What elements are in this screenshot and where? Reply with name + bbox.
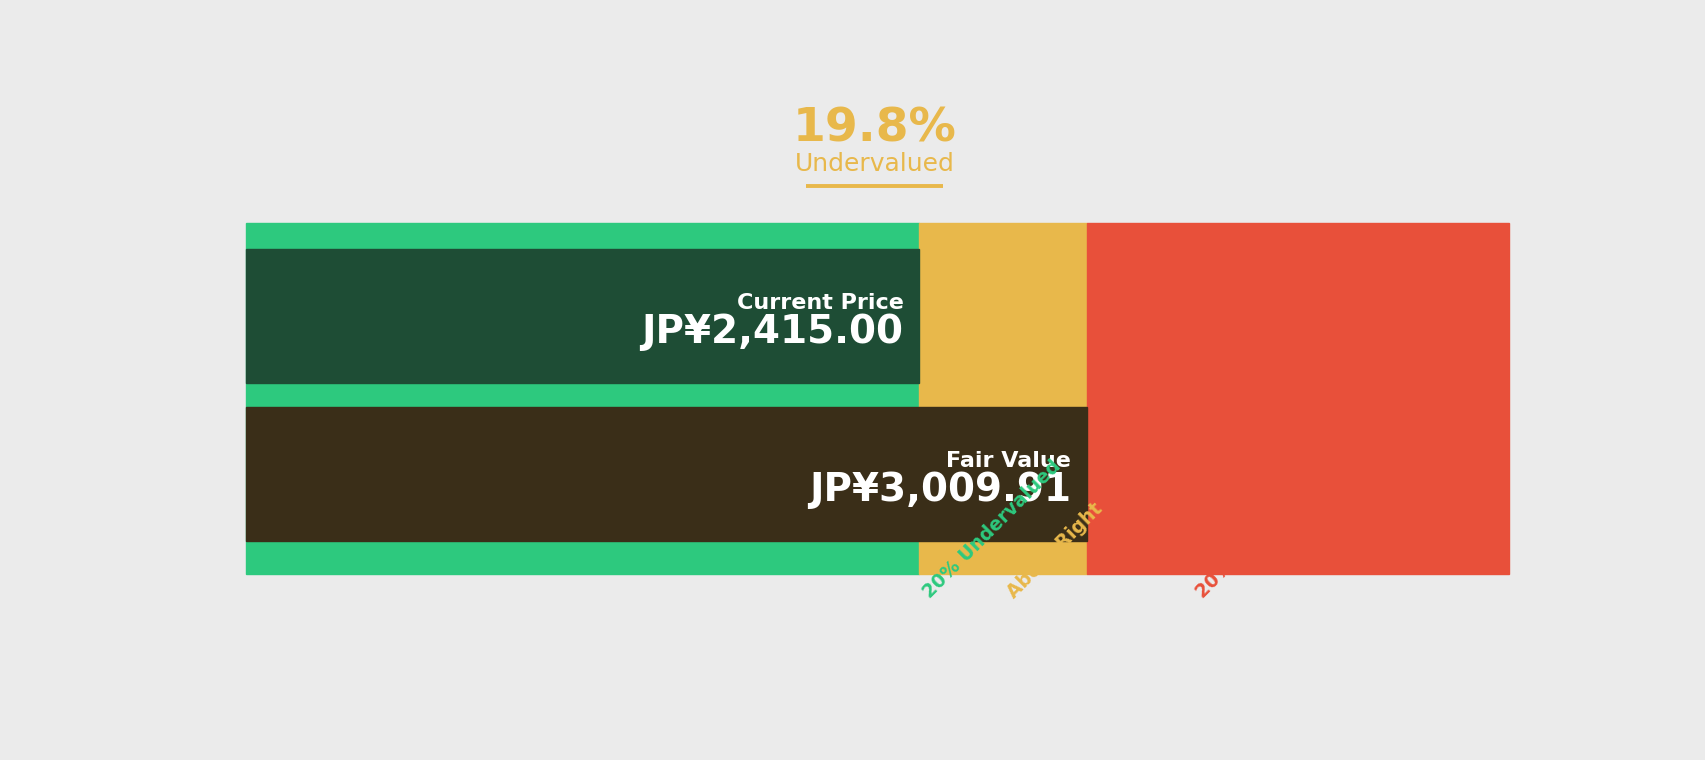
Bar xyxy=(246,223,919,574)
Bar xyxy=(246,249,919,382)
Text: Undervalued: Undervalued xyxy=(795,152,953,176)
Text: 20% Overvalued: 20% Overvalued xyxy=(1192,467,1326,602)
Bar xyxy=(1086,223,1509,574)
Text: About Right: About Right xyxy=(1003,499,1105,602)
Text: Fair Value: Fair Value xyxy=(946,451,1071,470)
Text: 20% Undervalued: 20% Undervalued xyxy=(919,457,1064,602)
Bar xyxy=(919,223,1086,574)
Bar xyxy=(246,407,1086,540)
Text: Current Price: Current Price xyxy=(737,293,904,312)
Text: JP¥3,009.91: JP¥3,009.91 xyxy=(808,471,1071,509)
Text: 19.8%: 19.8% xyxy=(791,106,957,152)
Text: JP¥2,415.00: JP¥2,415.00 xyxy=(641,313,904,351)
